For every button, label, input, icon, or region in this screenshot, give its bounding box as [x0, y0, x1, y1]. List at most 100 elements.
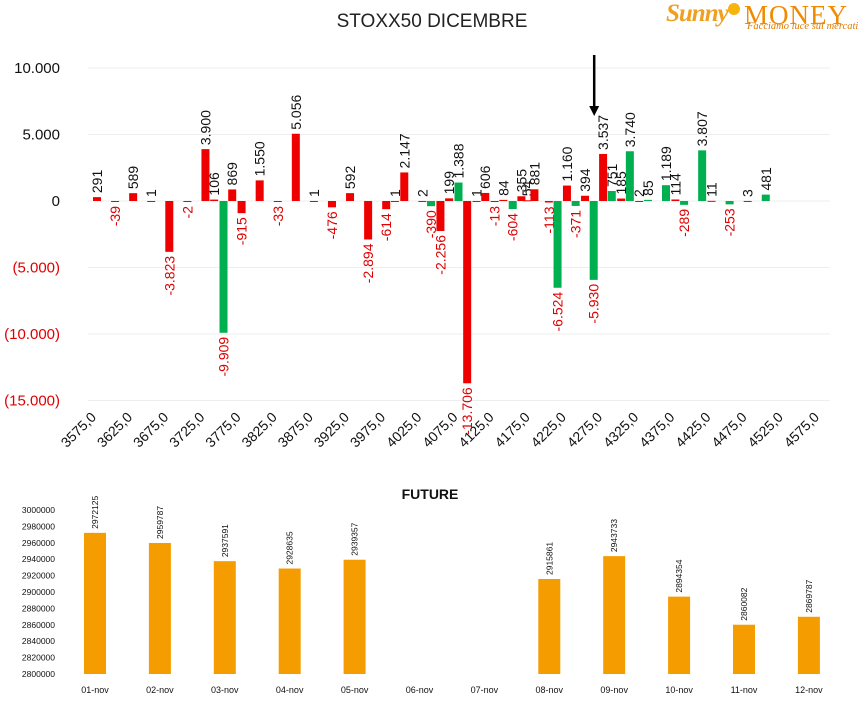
data-label: -13	[487, 206, 503, 226]
future-x-tick-label: 10-nov	[665, 685, 693, 695]
bar	[481, 192, 490, 201]
future-x-tick-label: 05-nov	[341, 685, 369, 695]
data-label: 291	[89, 170, 105, 194]
bar	[129, 193, 138, 201]
bar	[463, 201, 472, 384]
bar	[530, 189, 539, 201]
bar	[427, 201, 436, 207]
stoxx50-chart: STOXX50 DICEMBRE 10.000 5.000 0 (5.000) (10.0…	[4, 11, 830, 451]
data-label: -915	[234, 217, 250, 245]
data-label: -39	[107, 206, 123, 226]
bar	[93, 197, 101, 201]
x-tick-label: 4175,0	[491, 409, 533, 451]
future-bar	[343, 559, 366, 674]
future-data-label: 2943733	[609, 519, 619, 552]
bar	[418, 200, 427, 202]
data-label: -5.930	[586, 284, 602, 324]
future-y-tick-label: 2860000	[22, 620, 55, 630]
bar	[607, 191, 616, 201]
data-label: 5.056	[288, 95, 304, 130]
future-chart: FUTURE 3000000 2980000 2960000 2940000 292000…	[22, 486, 823, 695]
future-x-tick-label: 02-nov	[146, 685, 174, 695]
bar	[364, 201, 373, 240]
arrow-head	[589, 106, 600, 116]
x-tick-label: 3625,0	[94, 409, 136, 451]
x-tick-label: 3975,0	[347, 409, 389, 451]
future-y-tick-label: 2900000	[22, 587, 55, 597]
x-tick-label: 3675,0	[130, 409, 172, 451]
data-label: 11	[704, 182, 720, 197]
future-data-label: 2894354	[674, 559, 684, 592]
bar	[698, 150, 707, 201]
future-x-tick-label: 03-nov	[211, 685, 239, 695]
data-label: 355	[513, 169, 529, 193]
bar	[544, 201, 553, 203]
bar	[382, 201, 391, 210]
bar	[291, 133, 300, 201]
bar	[327, 201, 336, 208]
future-bar	[213, 561, 236, 674]
x-tick-label: 3825,0	[238, 409, 280, 451]
future-x-tick-label: 11-nov	[731, 685, 758, 695]
data-label: 199	[441, 171, 457, 195]
bar	[445, 198, 454, 201]
future-y-tick-label: 3000000	[22, 505, 55, 515]
future-data-label: 2939357	[350, 522, 360, 555]
bar	[599, 153, 608, 201]
future-y-tick-label: 2940000	[22, 554, 55, 564]
x-tick-label: 4475,0	[708, 409, 750, 451]
bar	[273, 201, 282, 202]
data-label: -253	[722, 208, 738, 236]
future-x-tick-label: 12-nov	[795, 685, 823, 695]
bar	[517, 196, 526, 201]
future-data-label: 2959787	[155, 506, 165, 539]
y-tick-label: (10.000)	[4, 326, 60, 343]
y-tick-label: 10.000	[14, 60, 60, 77]
y-tick-label: (5.000)	[12, 260, 60, 277]
x-tick-label: 4025,0	[383, 409, 425, 451]
bar	[635, 200, 644, 202]
data-label: -6.524	[550, 292, 566, 332]
data-label: 751	[604, 163, 620, 187]
future-title: FUTURE	[402, 486, 459, 502]
data-label: -2	[179, 206, 195, 219]
future-bar	[538, 578, 561, 674]
bar	[523, 200, 532, 202]
data-label: 2.147	[396, 133, 412, 168]
x-tick-label: 3775,0	[202, 409, 244, 451]
data-label: -13.706	[459, 387, 475, 435]
data-label: -2.894	[360, 243, 376, 283]
bar	[436, 201, 445, 232]
data-label: 1.388	[451, 143, 467, 178]
data-label: 3.740	[622, 112, 638, 147]
future-x-tick-label: 04-nov	[276, 685, 304, 695]
data-label: -2.256	[432, 235, 448, 275]
x-tick-label: 4375,0	[636, 409, 678, 451]
bar	[725, 201, 734, 205]
data-label: 481	[758, 167, 774, 191]
future-data-label: 2860082	[739, 587, 749, 620]
x-tick-label: 4075,0	[419, 409, 461, 451]
x-tick-label: 3875,0	[274, 409, 316, 451]
future-bar	[733, 624, 755, 674]
logo-word: Sunny	[666, 0, 729, 27]
bar	[228, 189, 237, 201]
x-tick-label: 4425,0	[672, 409, 714, 451]
future-y-tick-label: 2920000	[22, 571, 55, 581]
bar	[508, 201, 517, 210]
future-y-tick-label: 2880000	[22, 603, 55, 613]
future-y-tick-label: 2980000	[22, 521, 55, 531]
bar	[761, 194, 770, 201]
chart-title: STOXX50 DICEMBRE	[337, 11, 528, 32]
logo-tagline: Facciamo luce sui mercati	[747, 21, 859, 32]
data-label: 1.550	[252, 141, 268, 176]
bar	[454, 182, 463, 201]
bar	[219, 201, 228, 333]
sun-icon	[728, 3, 740, 15]
bar	[671, 199, 680, 201]
bar	[237, 201, 246, 214]
y-tick-label: 5.000	[22, 127, 60, 144]
data-label: 3.537	[595, 115, 611, 150]
future-data-label: 2869787	[804, 579, 814, 612]
data-label: 1	[387, 189, 403, 197]
